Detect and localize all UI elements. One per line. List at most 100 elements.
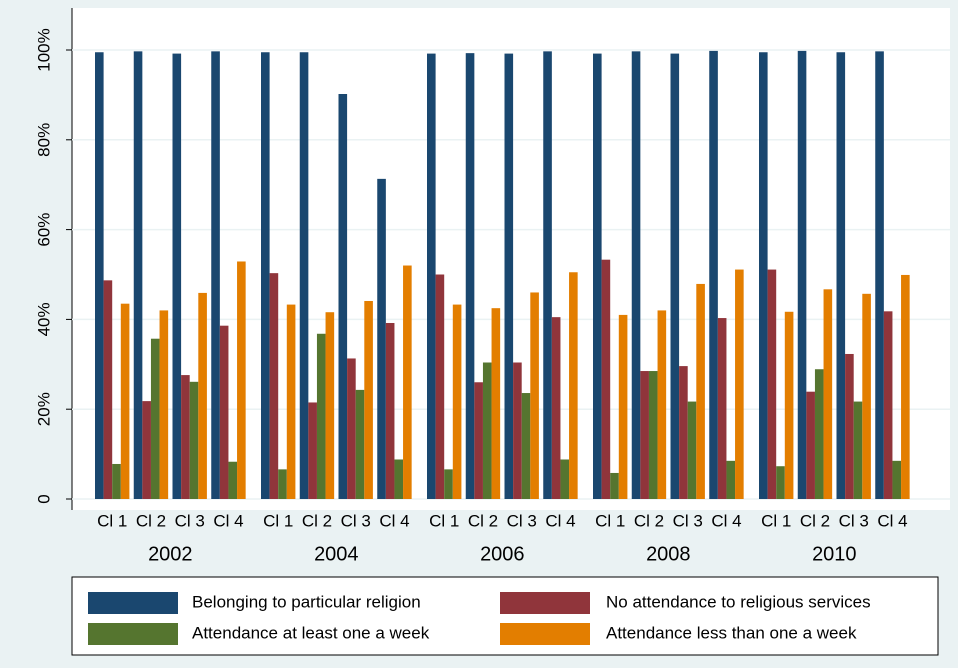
bar bbox=[845, 353, 854, 499]
x-tick-label: Cl 1 bbox=[263, 511, 293, 530]
bar bbox=[657, 310, 667, 499]
bar bbox=[491, 308, 501, 499]
bar bbox=[610, 472, 619, 499]
bar bbox=[530, 292, 539, 499]
bar bbox=[452, 304, 462, 499]
bar bbox=[862, 293, 871, 499]
bar bbox=[120, 303, 130, 499]
bar bbox=[670, 53, 680, 499]
bar bbox=[112, 463, 121, 499]
bar bbox=[593, 53, 602, 499]
bar bbox=[269, 273, 279, 499]
bar bbox=[261, 52, 270, 500]
bar bbox=[797, 50, 807, 499]
x-tick-label: Cl 3 bbox=[507, 511, 537, 530]
bar bbox=[172, 53, 182, 499]
legend-label: Attendance at least one a week bbox=[192, 623, 430, 642]
x-tick-label: Cl 3 bbox=[839, 511, 869, 530]
bar bbox=[95, 52, 104, 500]
bar bbox=[316, 333, 326, 499]
bar bbox=[150, 338, 160, 499]
bar bbox=[385, 322, 395, 499]
group-label: 2002 bbox=[148, 543, 193, 565]
y-tick-label: 0 bbox=[34, 494, 53, 503]
bar bbox=[189, 381, 199, 499]
bar bbox=[364, 300, 373, 499]
bar bbox=[219, 325, 229, 499]
bar bbox=[435, 274, 445, 499]
y-tick-label: 60% bbox=[34, 213, 53, 247]
bar bbox=[853, 401, 863, 499]
bar bbox=[640, 371, 649, 499]
x-tick-label: Cl 3 bbox=[341, 511, 371, 530]
y-tick-label: 80% bbox=[34, 123, 53, 157]
legend-label: Attendance less than one a week bbox=[606, 623, 857, 642]
bar bbox=[618, 314, 628, 499]
bar bbox=[823, 289, 833, 499]
group-label: 2006 bbox=[480, 543, 525, 565]
bar bbox=[299, 52, 309, 500]
bar bbox=[133, 51, 143, 500]
bar bbox=[759, 52, 768, 500]
bar bbox=[784, 311, 794, 499]
bar bbox=[474, 382, 483, 499]
bar bbox=[551, 317, 561, 499]
x-tick-label: Cl 2 bbox=[634, 511, 664, 530]
bar bbox=[103, 280, 113, 499]
bar bbox=[883, 311, 893, 499]
bar bbox=[228, 461, 238, 499]
group-label: 2010 bbox=[812, 543, 857, 565]
bar bbox=[427, 53, 436, 499]
y-tick-label: 40% bbox=[34, 302, 53, 336]
bar bbox=[308, 402, 317, 499]
bar bbox=[806, 391, 815, 499]
bar bbox=[286, 304, 296, 499]
x-tick-label: Cl 1 bbox=[429, 511, 459, 530]
bar bbox=[687, 401, 697, 499]
bar bbox=[726, 460, 736, 499]
bar bbox=[465, 53, 475, 499]
bar bbox=[679, 366, 688, 499]
bar bbox=[325, 312, 335, 499]
legend-swatch bbox=[500, 592, 590, 614]
bar bbox=[394, 459, 404, 499]
bar bbox=[717, 318, 727, 499]
bar bbox=[901, 274, 910, 499]
bar bbox=[875, 51, 884, 500]
bar bbox=[142, 401, 151, 499]
y-tick-label: 20% bbox=[34, 392, 53, 426]
x-tick-label: Cl 4 bbox=[213, 511, 243, 530]
x-tick-label: Cl 4 bbox=[379, 511, 409, 530]
bar bbox=[347, 358, 356, 499]
bar bbox=[735, 269, 744, 499]
x-tick-label: Cl 4 bbox=[711, 511, 741, 530]
bar bbox=[444, 469, 453, 499]
legend-swatch bbox=[88, 592, 178, 614]
bar bbox=[198, 292, 207, 499]
group-label: 2008 bbox=[646, 543, 691, 565]
legend-label: No attendance to religious services bbox=[606, 592, 871, 611]
bar bbox=[631, 51, 641, 500]
legend-swatch bbox=[88, 623, 178, 645]
bar bbox=[181, 375, 190, 499]
bar bbox=[814, 369, 824, 499]
bar bbox=[560, 459, 570, 499]
bar bbox=[211, 51, 220, 500]
bar bbox=[543, 51, 552, 500]
bar bbox=[237, 261, 246, 499]
x-tick-label: Cl 2 bbox=[136, 511, 166, 530]
group-label: 2004 bbox=[314, 543, 359, 565]
bar bbox=[709, 50, 718, 499]
bar bbox=[521, 393, 531, 499]
legend-swatch bbox=[500, 623, 590, 645]
x-tick-label: Cl 1 bbox=[97, 511, 127, 530]
x-tick-label: Cl 2 bbox=[468, 511, 498, 530]
bar bbox=[601, 259, 611, 499]
bar bbox=[767, 269, 777, 499]
x-tick-label: Cl 1 bbox=[595, 511, 625, 530]
x-tick-label: Cl 1 bbox=[761, 511, 791, 530]
x-tick-label: Cl 4 bbox=[877, 511, 907, 530]
x-tick-label: Cl 2 bbox=[302, 511, 332, 530]
bar bbox=[776, 466, 785, 499]
